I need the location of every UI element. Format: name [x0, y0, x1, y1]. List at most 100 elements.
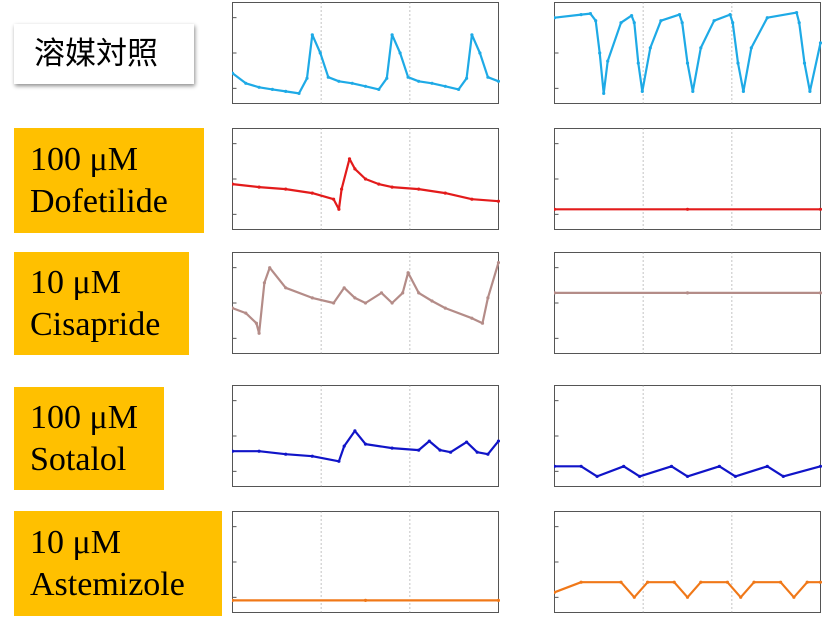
cisapride-left-point-18	[443, 306, 447, 310]
label-cisapride-name: Cisapride	[30, 305, 161, 343]
astemizole-right-point-5	[672, 580, 676, 584]
sotalol-left-panel	[232, 385, 500, 488]
astemizole-right-chart	[554, 511, 822, 613]
control-left-point-8	[318, 51, 322, 55]
sotalol-left-point-14	[475, 450, 479, 454]
control-right-point-11	[640, 89, 644, 93]
label-astemizole-concentration: 10 μM	[30, 523, 121, 561]
dofetilide-right-point-0	[554, 207, 557, 211]
dofetilide-left-point-14	[470, 197, 474, 201]
control-left-point-15	[390, 33, 394, 37]
cisapride-left-point-9	[342, 286, 346, 290]
sotalol-left-point-6	[353, 429, 357, 433]
label-dofetilide: 100 μM Dofetilide	[14, 128, 204, 233]
dofetilide-left-point-8	[353, 167, 357, 171]
control-left-point-16	[398, 51, 402, 55]
astemizole-left-point-0	[232, 598, 235, 602]
cisapride-left-point-12	[379, 291, 384, 295]
sotalol-left-point-1	[257, 449, 261, 453]
control-left-panel	[232, 2, 500, 105]
control-right-point-3	[594, 19, 598, 23]
control-left-point-20	[443, 84, 447, 88]
astemizole-right-point-10	[752, 580, 756, 584]
control-right-point-5	[602, 91, 606, 95]
cisapride-left-point-8	[332, 301, 336, 305]
cisapride-left-point-1	[244, 311, 248, 315]
dofetilide-left-point-9	[363, 177, 368, 181]
sotalol-left-point-2	[284, 452, 288, 456]
control-right-point-17	[691, 89, 695, 93]
cisapride-left-point-16	[417, 291, 421, 295]
sotalol-left-point-11	[438, 448, 442, 452]
control-left-point-17	[406, 75, 410, 79]
cisapride-left-point-3	[257, 331, 261, 335]
control-left-point-0	[232, 71, 235, 75]
control-left-point-18	[417, 79, 421, 83]
control-right-point-10	[636, 61, 640, 65]
sotalol-left-point-15	[486, 452, 490, 456]
control-left-point-9	[326, 75, 330, 79]
control-right-point-23	[741, 89, 745, 93]
sotalol-right-point-9	[765, 464, 769, 468]
cisapride-right-chart	[554, 252, 822, 354]
label-sotalol: 100 μM Sotalol	[14, 387, 164, 490]
sotalol-left-point-10	[427, 439, 431, 443]
sotalol-right-point-11	[818, 464, 822, 468]
control-left-point-26	[496, 79, 500, 83]
control-left-point-3	[270, 87, 274, 91]
control-right-point-25	[765, 16, 769, 20]
control-left-point-14	[385, 76, 389, 80]
dofetilide-left-point-1	[257, 185, 261, 189]
label-sotalol-concentration: 100 μM	[30, 398, 138, 436]
control-left-point-22	[465, 76, 469, 80]
astemizole-right-point-4	[646, 580, 650, 584]
control-left-point-13	[377, 87, 381, 91]
dofetilide-left-point-5	[337, 207, 341, 211]
sotalol-right-point-10	[781, 474, 785, 478]
astemizole-right-point-14	[818, 580, 822, 584]
sotalol-right-point-6	[685, 474, 690, 478]
sotalol-left-point-12	[449, 450, 453, 454]
cisapride-left-point-13	[390, 301, 394, 305]
dofetilide-left-point-12	[417, 187, 421, 191]
dofetilide-right-panel	[554, 128, 822, 231]
cisapride-left-chart	[232, 252, 500, 354]
cisapride-right-point-1	[685, 291, 690, 295]
cisapride-right-frame	[554, 252, 821, 354]
astemizole-right-point-2	[619, 580, 623, 584]
control-left-point-21	[457, 87, 461, 91]
dofetilide-left-point-11	[390, 185, 394, 189]
dofetilide-left-series-line	[232, 157, 499, 211]
cisapride-right-point-2	[818, 291, 822, 295]
astemizole-right-point-6	[685, 595, 690, 599]
control-left-point-19	[430, 81, 434, 85]
cisapride-left-point-5	[268, 266, 272, 270]
control-left-point-1	[244, 81, 248, 85]
control-left-point-23	[470, 33, 474, 37]
control-right-point-20	[728, 13, 732, 17]
dofetilide-left-point-7	[347, 157, 352, 161]
sotalol-left-point-4	[337, 459, 341, 463]
control-right-point-28	[802, 61, 807, 65]
dofetilide-right-frame	[554, 128, 821, 230]
control-right-point-24	[749, 46, 753, 50]
sotalol-left-point-7	[363, 442, 368, 446]
label-sotalol-name: Sotalol	[30, 440, 127, 478]
sotalol-left-point-5	[342, 444, 346, 448]
control-right-point-0	[554, 16, 557, 20]
cisapride-left-point-11	[363, 301, 368, 305]
dofetilide-left-point-6	[340, 187, 344, 191]
astemizole-right-point-7	[699, 580, 703, 584]
cisapride-left-point-4	[262, 281, 266, 285]
dofetilide-left-panel	[232, 128, 500, 231]
label-cisapride: 10 μM Cisapride	[14, 252, 189, 355]
cisapride-left-point-20	[480, 321, 485, 325]
cisapride-left-panel	[232, 252, 500, 355]
control-right-point-1	[579, 13, 583, 17]
label-control-line-1: 溶媒対照	[34, 36, 158, 72]
cisapride-left-point-2	[254, 321, 258, 325]
control-right-point-15	[680, 21, 684, 25]
sotalol-right-point-7	[717, 464, 721, 468]
dofetilide-left-point-3	[310, 191, 314, 195]
control-right-point-22	[736, 61, 740, 65]
